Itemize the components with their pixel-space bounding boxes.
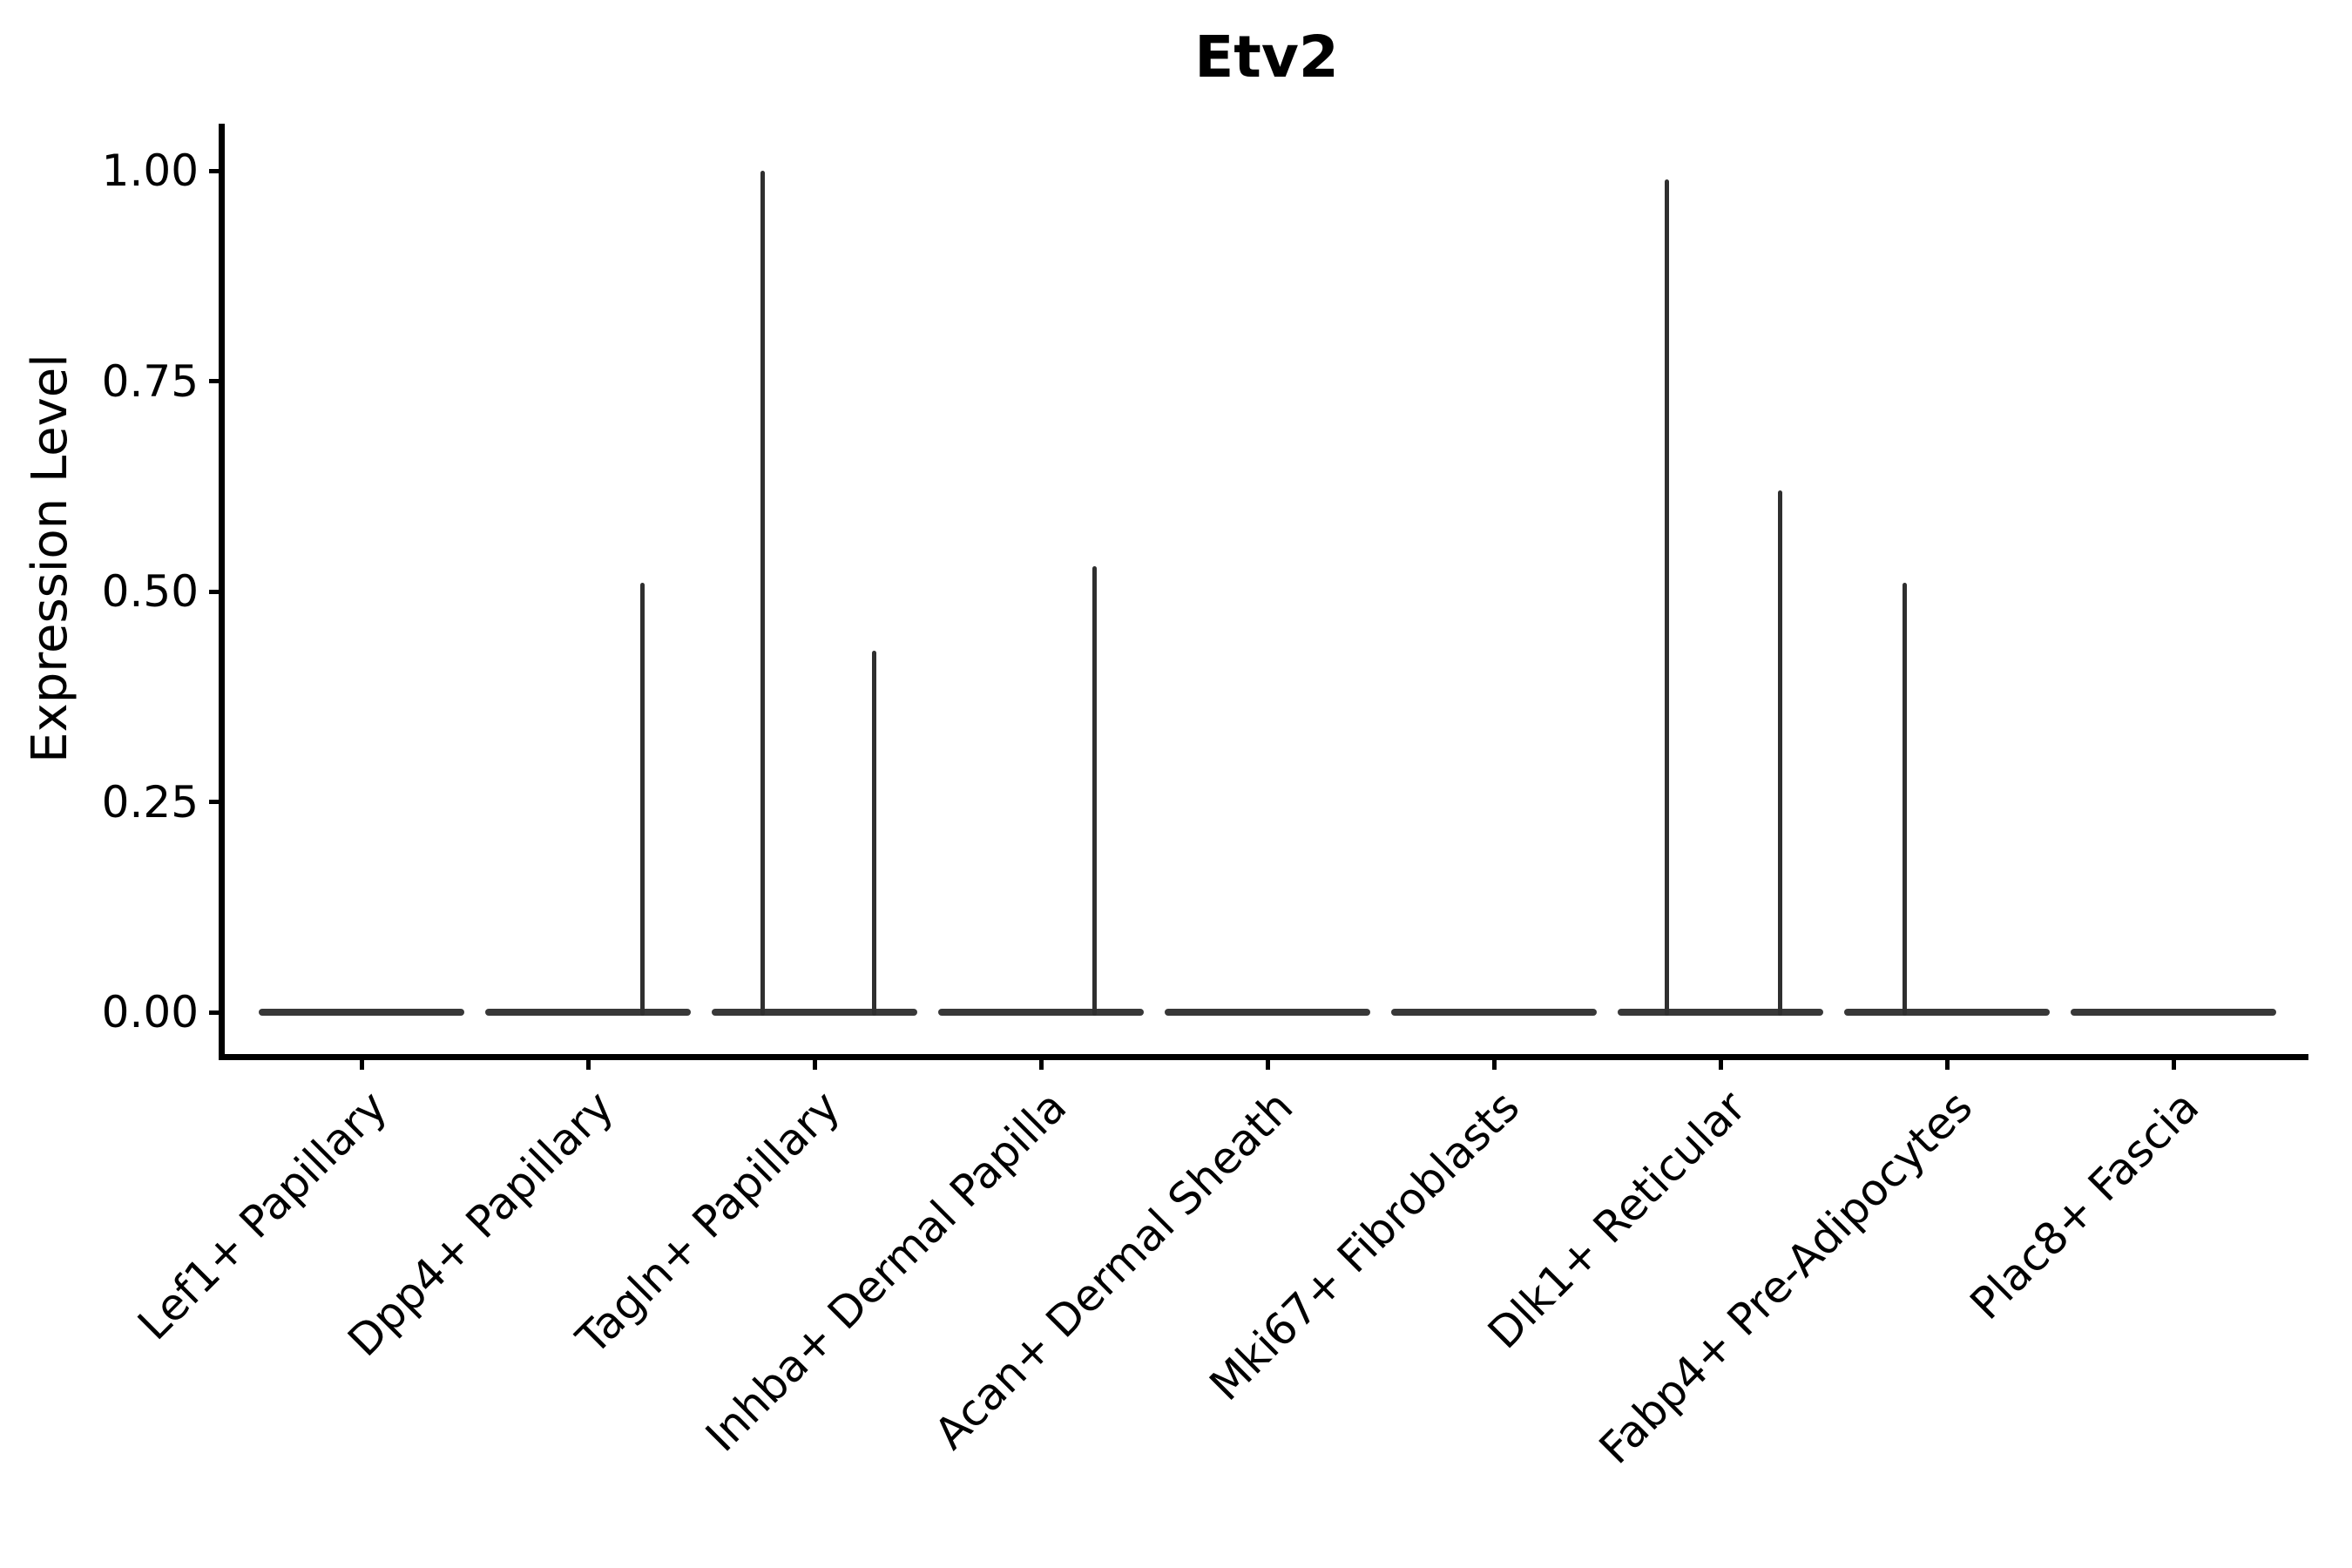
expression-spike [1902,583,1907,1016]
y-tick-label: 0.50 [101,566,199,617]
x-tick [2171,1054,2176,1070]
expression-spike [871,650,876,1016]
x-tick-label: Acan+ Dermal Sheath [924,1081,1303,1459]
violin-baseline [259,1009,464,1016]
x-tick-label: Dlk1+ Reticular [1478,1081,1756,1359]
x-tick [1944,1054,1950,1070]
violin-baseline [712,1009,917,1016]
x-tick [1038,1054,1044,1070]
y-tick [209,800,225,804]
y-tick [209,168,225,173]
y-tick-label: 0.25 [101,776,199,828]
x-tick-label: Dpp4+ Papillary [338,1081,624,1367]
expression-spike [1777,490,1782,1016]
expression-spike [639,583,645,1016]
y-tick [209,1010,225,1015]
y-tick [209,589,225,594]
x-tick-label: Mki67+ Fibroblasts [1200,1081,1530,1411]
violin-baseline [1391,1009,1597,1016]
x-tick [585,1054,591,1070]
x-tick-label: Tagln+ Papillary [566,1081,850,1364]
expression-spike [760,171,766,1016]
y-tick-label: 0.75 [101,355,199,407]
violin-baseline [1618,1009,1823,1016]
x-tick [1265,1054,1270,1070]
bottom-axis-spine [219,1054,2308,1060]
violin-baseline [1844,1009,2050,1016]
violin-baseline [2071,1009,2276,1016]
x-tick [812,1054,817,1070]
expression-spike [1665,179,1670,1016]
violin-baseline [1165,1009,1370,1016]
x-tick-label: Inhba+ Dermal Papilla [696,1081,1077,1462]
expression-spike [1092,566,1097,1016]
y-tick-label: 0.00 [101,987,199,1037]
violin-baseline [938,1009,1144,1016]
y-tick [209,379,225,383]
x-tick [1718,1054,1723,1070]
x-tick [359,1054,364,1070]
violin-baseline [485,1009,691,1016]
x-tick-label: Fabp4+ Pre-Adipocytes [1589,1081,1983,1474]
x-tick-label: Plac8+ Fascia [1960,1081,2209,1330]
x-tick [1491,1054,1497,1070]
chart-title: Etv2 [1194,24,1339,91]
y-tick-label: 1.00 [101,145,199,196]
